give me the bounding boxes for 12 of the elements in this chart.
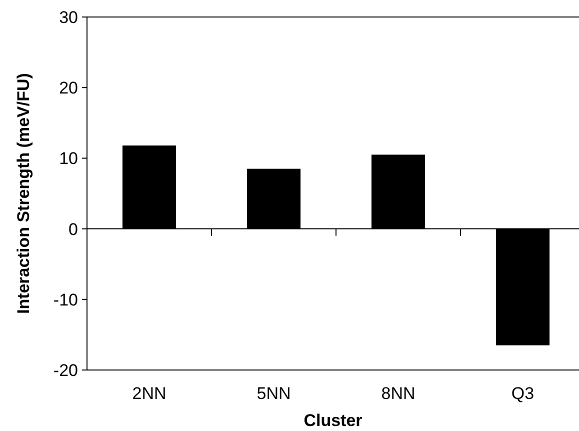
y-tick-label: 0 xyxy=(68,220,78,239)
x-tick-label: Q3 xyxy=(511,384,534,403)
y-tick-label: 20 xyxy=(59,78,78,98)
y-tick-label: 10 xyxy=(59,149,78,168)
x-tick-label: 5NN xyxy=(256,384,291,403)
y-tick-label: -20 xyxy=(53,360,78,380)
y-axis-title: Interaction Strength (meV/FU) xyxy=(14,73,33,314)
x-tick-label: 8NN xyxy=(381,384,416,403)
x-tick-label: 2NN xyxy=(132,384,166,403)
y-tick-label: 30 xyxy=(59,8,78,27)
y-tick-label: -10 xyxy=(53,290,78,310)
x-axis-title: Cluster xyxy=(304,411,363,430)
